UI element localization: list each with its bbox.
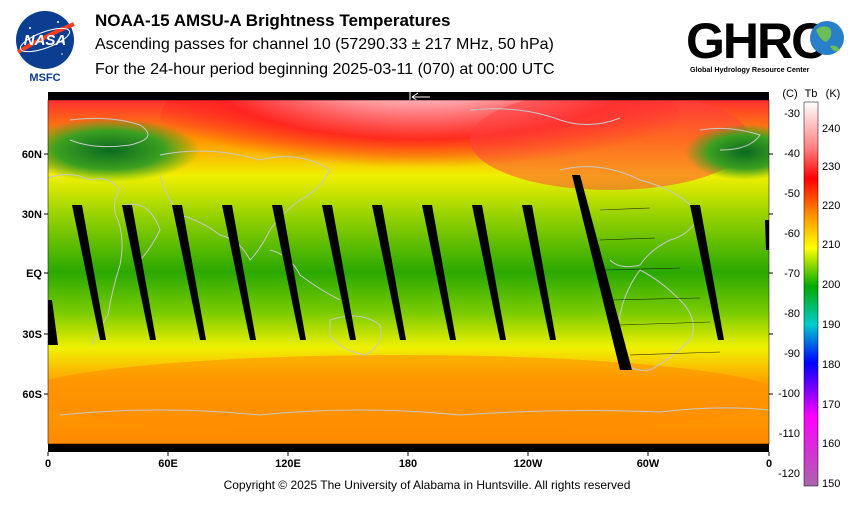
colorbar-tb-header: Tb [805, 88, 818, 100]
lat-label-30n: 30N [22, 209, 42, 221]
copyright-footer: Copyright © 2025 The University of Alaba… [223, 478, 631, 492]
lon-label-0-right: 0 [766, 458, 772, 470]
c-tick: -70 [784, 268, 800, 280]
coastlines [48, 108, 769, 416]
lon-label-120w: 120W [514, 458, 543, 470]
k-tick: 170 [822, 399, 840, 411]
lon-label-0-left: 0 [45, 458, 51, 470]
colorbar-kelvin-header: (K) [826, 88, 841, 100]
c-tick: -40 [784, 148, 800, 160]
map-area: 60N 30N EQ 30S 60S 0 60E 120E 180 120W 6… [0, 88, 854, 502]
colorbar: (C) Tb (K) -30 -40 -50 -60 -70 -80 -90 -… [778, 88, 840, 490]
colorbar-celsius-header: (C) [782, 88, 797, 100]
nasa-logo: NASA MSFC [16, 11, 75, 84]
c-tick: -110 [779, 428, 800, 440]
latitude-labels: 60N 30N EQ 30S 60S [22, 149, 43, 401]
colorbar-gradient [803, 101, 819, 487]
ghrc-logo-text: GHRC [686, 13, 826, 69]
colorbar-kelvin-ticks: 240 230 220 210 200 190 180 170 160 150 [822, 123, 840, 490]
k-tick: 200 [822, 279, 840, 291]
nasa-logo-text: NASA [24, 32, 67, 49]
ghrc-logo: GHRC Global Hydrology Resource Center [686, 13, 844, 74]
k-tick: 230 [822, 161, 840, 173]
ghrc-subtext: Global Hydrology Resource Center [690, 65, 810, 74]
c-tick: -80 [784, 308, 800, 320]
header: NASA MSFC NOAA-15 AMSU-A Brightness Temp… [0, 0, 854, 90]
lat-label-eq: EQ [26, 268, 42, 280]
page-subtitle: Ascending passes for channel 10 (57290.3… [95, 36, 554, 53]
c-tick: -90 [784, 348, 800, 360]
temperature-field [48, 100, 769, 444]
c-tick: -50 [784, 188, 800, 200]
map-top-band [48, 92, 769, 101]
colorbar-celsius-ticks: -30 -40 -50 -60 -70 -80 -90 -100 -110 -1… [778, 108, 800, 480]
page-title: NOAA-15 AMSU-A Brightness Temperatures [95, 11, 451, 30]
lat-label-60s: 60S [22, 389, 42, 401]
k-tick: 220 [822, 200, 840, 212]
lon-label-60e: 60E [158, 458, 178, 470]
c-tick: -60 [784, 228, 800, 240]
period-text: For the 24-hour period beginning 2025-03… [95, 61, 555, 78]
lat-label-60n: 60N [22, 149, 42, 161]
lon-label-180: 180 [399, 458, 417, 470]
lat-label-30s: 30S [22, 329, 42, 341]
nasa-meatball-icon [16, 11, 74, 69]
longitude-labels: 0 60E 120E 180 120W 60W 0 [45, 458, 772, 470]
lon-label-60w: 60W [637, 458, 660, 470]
msfc-text: MSFC [29, 72, 60, 84]
c-tick: -120 [778, 468, 800, 480]
k-tick: 210 [822, 239, 840, 251]
k-tick: 180 [822, 359, 840, 371]
k-tick: 150 [822, 478, 840, 490]
k-tick: 190 [822, 319, 840, 331]
swath-gaps [48, 175, 769, 370]
k-tick: 240 [822, 123, 840, 135]
map-bottom-band [48, 443, 769, 452]
k-tick: 160 [822, 438, 840, 450]
c-tick: -100 [778, 388, 800, 400]
c-tick: -30 [784, 108, 800, 120]
lon-label-120e: 120E [275, 458, 301, 470]
